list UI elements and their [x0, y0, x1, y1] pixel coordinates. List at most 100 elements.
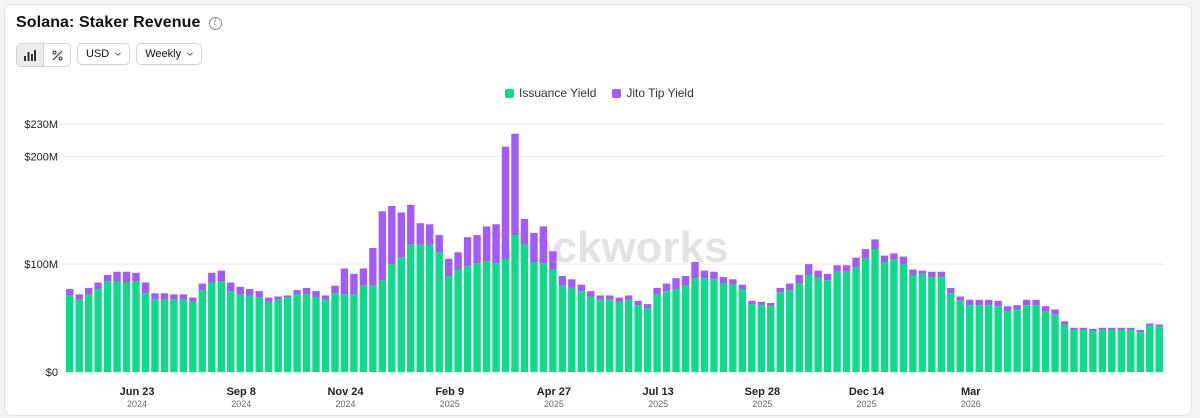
bar-issuance — [66, 295, 74, 372]
legend-label-issuance: Issuance Yield — [519, 86, 597, 100]
bar-jito — [1089, 328, 1097, 332]
legend-label-jito: Jito Tip Yield — [626, 86, 694, 100]
bar-issuance — [501, 258, 510, 372]
bar-issuance — [283, 297, 292, 372]
bar-jito — [956, 296, 964, 301]
bar-issuance — [634, 305, 642, 372]
bar-jito — [748, 300, 756, 305]
bar-jito — [918, 270, 927, 274]
bar-issuance — [1060, 324, 1069, 372]
bar-issuance — [975, 305, 983, 372]
bar-jito — [463, 237, 472, 267]
bar-jito — [539, 226, 548, 264]
bar-issuance — [823, 280, 832, 372]
bar-jito — [312, 291, 320, 298]
bar-issuance — [1155, 326, 1163, 372]
bar-issuance — [160, 299, 169, 372]
bar-jito — [643, 304, 652, 309]
bar-issuance — [1089, 331, 1097, 372]
bar-issuance — [615, 301, 623, 372]
bar-issuance — [672, 288, 680, 372]
interval-dropdown[interactable]: Weekly — [136, 43, 203, 65]
x-tick-year: 2025 — [857, 399, 877, 409]
x-tick-label: Dec 14 — [849, 386, 885, 398]
bar-jito — [1051, 309, 1059, 315]
bar-issuance — [511, 235, 519, 372]
bar-jito — [984, 299, 993, 306]
bar-jito — [672, 278, 680, 289]
bar-issuance — [255, 297, 263, 372]
bar-jito — [227, 282, 235, 292]
bar-jito — [767, 302, 775, 307]
bar-issuance — [1127, 329, 1135, 372]
bar-jito — [170, 294, 178, 300]
bar-issuance — [748, 304, 756, 372]
bar-issuance — [1146, 325, 1154, 372]
bar-jito — [558, 276, 567, 286]
bar-jito — [738, 284, 747, 289]
x-tick-label: Apr 27 — [537, 386, 571, 398]
bar-issuance — [984, 305, 993, 372]
bar-jito — [966, 299, 974, 306]
bar-issuance — [217, 281, 225, 372]
bar-issuance — [75, 299, 83, 372]
legend-item-jito[interactable]: Jito Tip Yield — [612, 86, 694, 100]
legend-item-issuance[interactable]: Issuance Yield — [505, 86, 596, 100]
bar-chart-icon — [24, 49, 36, 61]
bar-issuance — [1108, 329, 1116, 372]
bar-issuance — [141, 293, 150, 372]
bar-chart-button[interactable] — [17, 44, 43, 66]
bar-issuance — [407, 244, 415, 372]
bar-issuance — [852, 267, 860, 372]
bar-jito — [369, 248, 377, 286]
bar-jito — [833, 265, 841, 272]
bar-issuance — [624, 299, 633, 372]
bar-issuance — [1051, 314, 1059, 372]
issuance-swatch — [505, 88, 514, 98]
bar-issuance — [208, 282, 216, 372]
currency-dropdown[interactable]: USD — [77, 43, 131, 65]
bar-issuance — [103, 281, 112, 372]
bar-jito — [1003, 306, 1012, 311]
bar-issuance — [179, 299, 188, 372]
bar-issuance — [947, 293, 955, 372]
bar-jito — [577, 284, 585, 292]
bar-issuance — [691, 278, 699, 372]
bar-issuance — [814, 278, 822, 372]
percent-button[interactable] — [43, 44, 70, 66]
bar-issuance — [653, 294, 661, 372]
bar-jito — [606, 295, 614, 300]
bar-issuance — [94, 288, 102, 372]
bar-jito — [501, 146, 510, 259]
bar-issuance — [340, 294, 349, 372]
bar-issuance — [359, 285, 368, 372]
bar-issuance — [350, 294, 358, 372]
bar-jito — [94, 282, 102, 289]
bar-jito — [1070, 327, 1078, 330]
bar-issuance — [454, 269, 462, 372]
bar-jito — [776, 287, 784, 293]
y-tick-label: $0 — [46, 367, 58, 379]
bar-issuance — [1032, 305, 1040, 372]
bar-issuance — [757, 305, 766, 372]
bar-issuance — [1013, 309, 1021, 372]
bar-jito — [1013, 305, 1021, 310]
bar-jito — [84, 287, 93, 295]
bar-issuance — [842, 271, 851, 372]
bar-issuance — [321, 299, 330, 372]
bar-jito — [321, 295, 330, 300]
bar-jito — [340, 268, 349, 295]
bar-issuance — [189, 301, 197, 372]
bar-jito — [151, 293, 159, 300]
x-tick-year: 2026 — [961, 399, 981, 409]
bar-issuance — [426, 244, 434, 372]
bar-jito — [795, 274, 803, 284]
info-icon[interactable]: i — [208, 16, 222, 30]
bar-jito — [662, 283, 671, 292]
bar-issuance — [871, 249, 879, 372]
chevron-down-icon — [115, 52, 122, 56]
y-tick-label: $230M — [24, 119, 58, 131]
bar-jito — [890, 253, 898, 260]
